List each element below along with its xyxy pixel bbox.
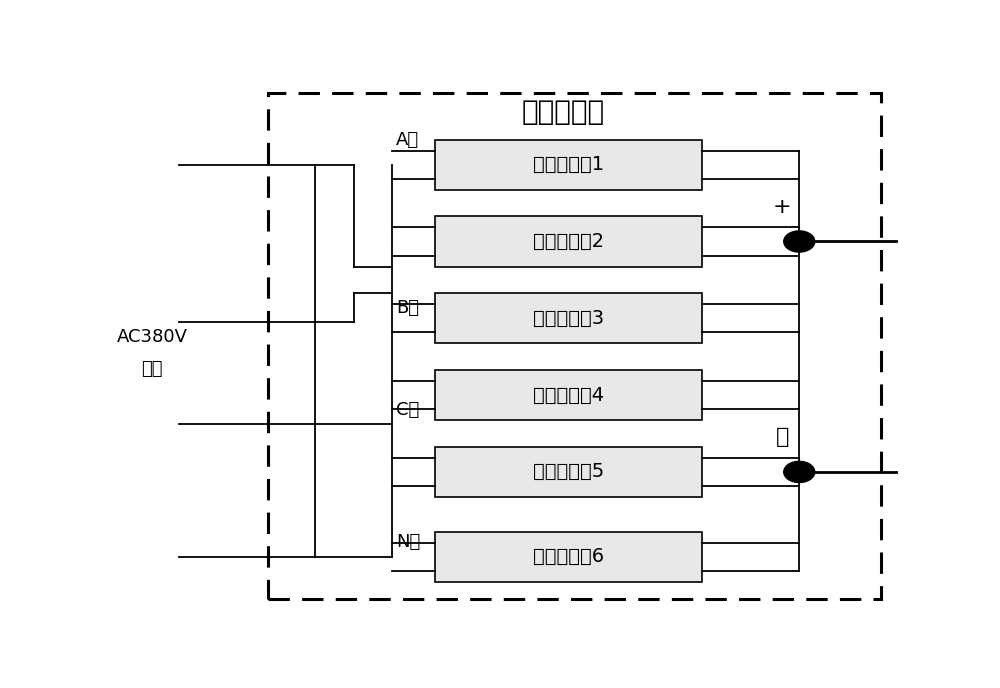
Bar	[268, 93, 881, 599]
Circle shape	[784, 462, 815, 482]
Bar	[435, 447, 702, 497]
Text: B相: B相	[396, 299, 419, 316]
Text: 單功率模塊6: 單功率模塊6	[533, 547, 604, 566]
Text: A相: A相	[396, 131, 419, 149]
Text: AC380V: AC380V	[117, 328, 188, 346]
Bar	[435, 140, 702, 190]
Text: －: －	[776, 427, 789, 447]
Text: 單功率模塊2: 單功率模塊2	[533, 232, 604, 251]
Circle shape	[784, 231, 815, 252]
Bar	[435, 293, 702, 343]
Bar	[435, 532, 702, 582]
Text: 單功率模塊5: 單功率模塊5	[533, 462, 604, 482]
Text: 單功率模塊3: 單功率模塊3	[533, 309, 604, 327]
Text: N相: N相	[396, 533, 420, 551]
Text: +: +	[773, 197, 792, 217]
Bar	[435, 370, 702, 420]
Text: 單功率模塊1: 單功率模塊1	[533, 155, 604, 174]
Bar	[435, 216, 702, 267]
Text: 單功率模塊4: 單功率模塊4	[533, 385, 604, 405]
Text: 功率模塊一: 功率模塊一	[521, 98, 604, 126]
Text: C相: C相	[396, 401, 420, 419]
Text: 輸入: 輸入	[141, 360, 163, 378]
